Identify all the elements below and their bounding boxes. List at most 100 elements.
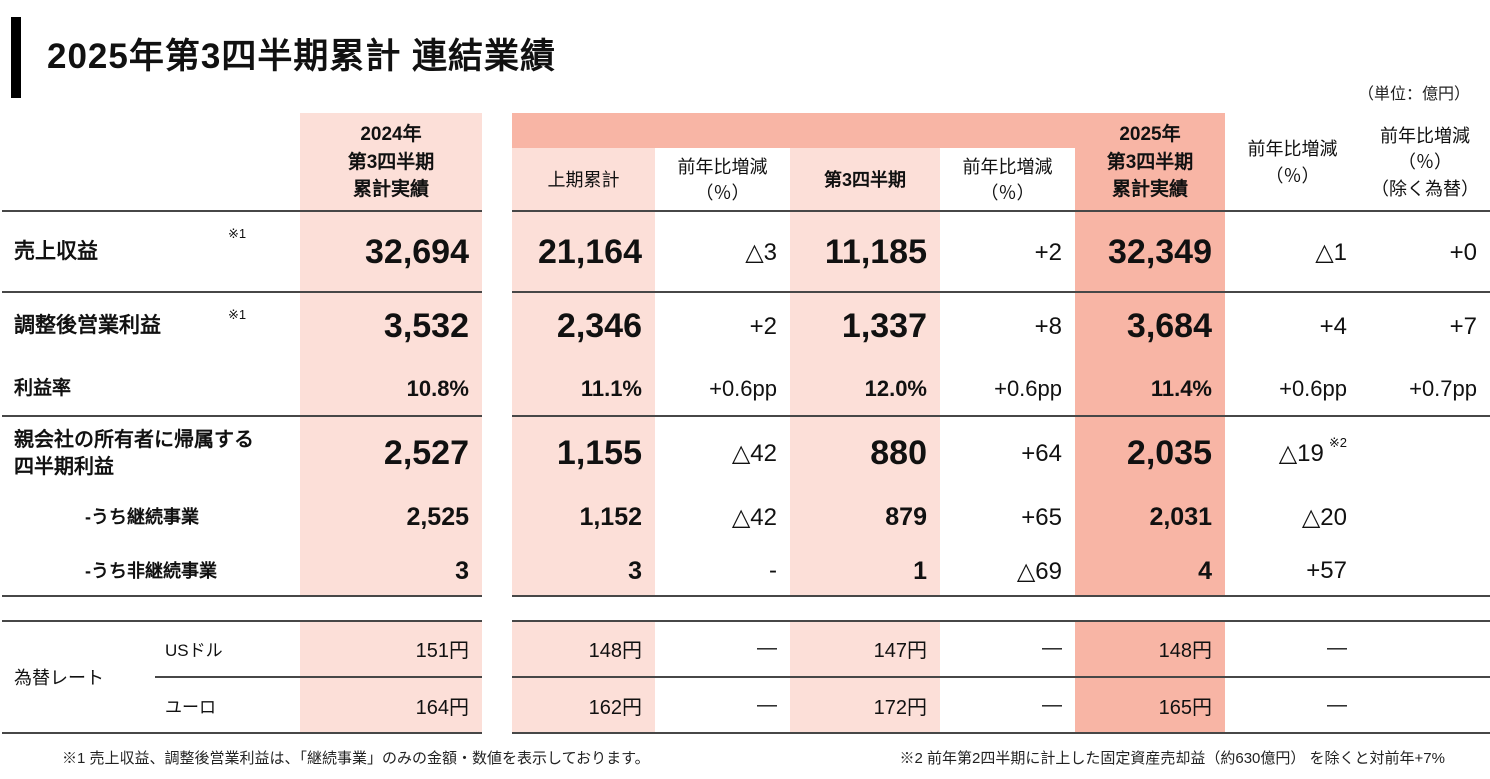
value-cell: 11.1% [512,360,655,417]
value-cell: 2,346 [512,293,655,360]
change-cell: — [757,637,777,659]
value-cell: 1,155 [512,417,655,490]
value-cell: 3,532 [300,293,482,360]
results-table: 2024年 第3四半期 累計実績 上期累計 前年比増減 （％） 第3四半期 前年… [0,113,1490,597]
value-cell: 2,525 [300,490,482,545]
row-label-continuing-operations: -うち継続事業 [0,490,300,545]
row-label-text: 調整後営業利益 [14,314,161,338]
currency-label-eur: ユーロ [165,698,216,717]
value-cell: 880 [790,417,940,490]
change-cell: +57 [1306,557,1347,584]
footnote-marker: ※1 [228,226,247,241]
value-cell: 1,337 [790,293,940,360]
change-cell: +2 [1034,238,1062,266]
change-cell: — [1327,637,1347,659]
exchange-rate-table: 為替レート USドル 151円 148円 — 147円 — 148円 — ユーロ… [0,620,1490,734]
change-cell: +4 [1319,312,1347,340]
divider [2,210,482,212]
column-header-2025-actual: 2025年 第3四半期 累計実績 [1075,113,1225,212]
divider [2,415,482,417]
value-cell: 10.8% [300,360,482,417]
divider [512,732,1490,734]
value-cell: 3,684 [1075,293,1225,360]
column-header-label: 上期累計 [512,148,655,212]
footnote-1: ※1 売上収益、調整後営業利益は、「継続事業」のみの金額・数値を表示しております… [62,750,650,767]
row-label-adjusted-operating-income: 調整後営業利益 ※1 [0,293,300,360]
change-cell: △20 [1301,504,1347,531]
value-cell: 3 [300,545,482,597]
change-cell: +0 [1449,238,1477,266]
value-cell: 148円 [1075,620,1225,677]
value-cell: 4 [1075,545,1225,597]
header-band [940,113,1075,148]
header-band [655,113,790,148]
value-cell: 162円 [512,677,655,734]
value-cell: 32,694 [300,212,482,293]
change-cell: +7 [1449,312,1477,340]
value-cell: 21,164 [512,212,655,293]
column-header-label: 前年比増減 （％） [962,156,1053,203]
column-header-label: 前年比増減 （％） [677,156,768,203]
divider [2,595,482,597]
change-cell: △69 [1016,557,1062,585]
row-label-exchange-rate: 為替レート [14,668,104,688]
row-label-text: 親会社の所有者に帰属する 四半期利益 [14,428,254,478]
change-cell: △3 [745,239,777,266]
change-cell: △19 ※2 [1225,417,1360,490]
row-label-text: -うち非継続事業 [85,560,217,581]
value-cell: 3 [512,545,655,597]
change-cell: - [769,557,777,584]
change-value: △19 [1278,440,1324,467]
change-cell: +0.6pp [709,375,777,401]
change-cell: — [757,694,777,716]
unit-label: （単位：億円） [1357,86,1470,103]
divider [512,210,1490,212]
value-cell: 172円 [790,677,940,734]
value-cell: 1 [790,545,940,597]
column-header-q3-yoy: 前年比増減 （％） [940,113,1075,212]
currency-label-usd: USドル [165,641,223,660]
column-header-yoy-exfx: 前年比増減 （％） （除く為替） [1371,126,1479,199]
value-cell: 164円 [300,677,482,734]
divider [512,595,1490,597]
row-label-text: 利益率 [14,377,72,399]
row-label-discontinued-operations: -うち非継続事業 [0,545,300,597]
value-cell: 2,035 [1075,417,1225,490]
header-band [512,113,655,148]
change-cell: +0.7pp [1409,375,1477,401]
value-cell: 11.4% [1075,360,1225,417]
footnote-marker: ※1 [228,307,247,322]
change-cell: — [1327,694,1347,716]
change-cell: +65 [1021,503,1062,531]
row-label-quarterly-profit: 親会社の所有者に帰属する 四半期利益 [0,417,300,490]
value-cell: 879 [790,490,940,545]
page-title: 2025年第3四半期累計 連結業績 [47,37,557,76]
divider [512,415,1490,417]
column-header-q3: 第3四半期 [790,113,940,212]
divider [512,676,1490,678]
value-cell: 2,527 [300,417,482,490]
divider [155,676,482,678]
change-cell: +2 [749,312,777,340]
change-cell: △42 [731,504,777,531]
change-cell: +0.6pp [994,375,1062,401]
row-label-revenue: 売上収益 ※1 [0,212,300,293]
value-cell: 1,152 [512,490,655,545]
column-header-first-half: 上期累計 [512,113,655,212]
row-label-margin: 利益率 [0,360,300,417]
change-cell: +8 [1034,312,1062,340]
value-cell: 151円 [300,620,482,677]
row-label-text: -うち継続事業 [85,507,199,528]
column-header-first-half-yoy: 前年比増減 （％） [655,113,790,212]
column-header-label: 第3四半期 [790,148,940,212]
header-band [790,113,940,148]
value-cell: 12.0% [790,360,940,417]
value-cell: 165円 [1075,677,1225,734]
value-cell: 11,185 [790,212,940,293]
change-cell: — [1042,694,1062,716]
change-cell: — [1042,637,1062,659]
row-label-text: 売上収益 [14,240,98,264]
change-cell: △42 [731,440,777,467]
divider [512,291,1490,293]
